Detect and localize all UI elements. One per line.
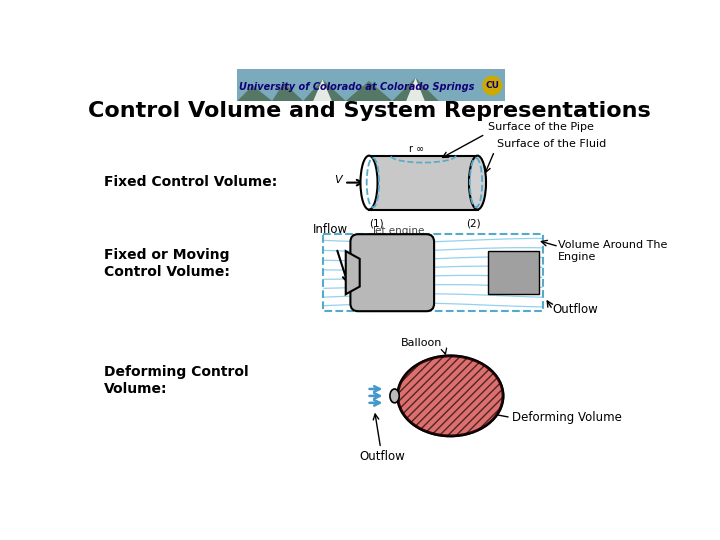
Bar <box>238 69 505 101</box>
FancyBboxPatch shape <box>351 234 434 311</box>
Text: Deforming Volume: Deforming Volume <box>513 411 622 424</box>
Text: r ∞: r ∞ <box>410 144 425 154</box>
Text: (1): (1) <box>369 219 384 229</box>
Bar <box>369 156 477 210</box>
Ellipse shape <box>469 156 486 210</box>
Ellipse shape <box>397 356 503 436</box>
Text: Volume Around The
Engine: Volume Around The Engine <box>558 240 667 262</box>
Text: Surface of the Fluid: Surface of the Fluid <box>497 139 606 148</box>
Text: Outflow: Outflow <box>359 450 405 463</box>
Text: (2): (2) <box>467 219 481 229</box>
Bar <box>487 251 539 294</box>
Text: Deforming Control
Volume:: Deforming Control Volume: <box>104 366 248 396</box>
Polygon shape <box>346 251 360 294</box>
Polygon shape <box>406 78 425 101</box>
Text: Balloon: Balloon <box>401 338 443 348</box>
Text: University of Colorado at Colorado Springs: University of Colorado at Colorado Sprin… <box>239 82 474 92</box>
Ellipse shape <box>390 389 399 403</box>
Text: Outflow: Outflow <box>552 303 598 316</box>
Text: Fixed Control Volume:: Fixed Control Volume: <box>104 175 277 189</box>
Ellipse shape <box>397 356 503 436</box>
Text: Surface of the Pipe: Surface of the Pipe <box>487 122 593 132</box>
Text: Fixed or Moving
Control Volume:: Fixed or Moving Control Volume: <box>104 248 230 279</box>
Text: CU: CU <box>485 81 499 90</box>
Polygon shape <box>238 78 505 101</box>
Polygon shape <box>313 79 332 101</box>
Ellipse shape <box>361 156 377 210</box>
Bar <box>323 234 544 311</box>
Text: Jet engine: Jet engine <box>372 226 425 236</box>
Text: V: V <box>334 176 342 185</box>
Text: Control Volume and System Representations: Control Volume and System Representation… <box>88 101 650 121</box>
Text: Inflow: Inflow <box>312 222 348 236</box>
Circle shape <box>483 76 502 95</box>
